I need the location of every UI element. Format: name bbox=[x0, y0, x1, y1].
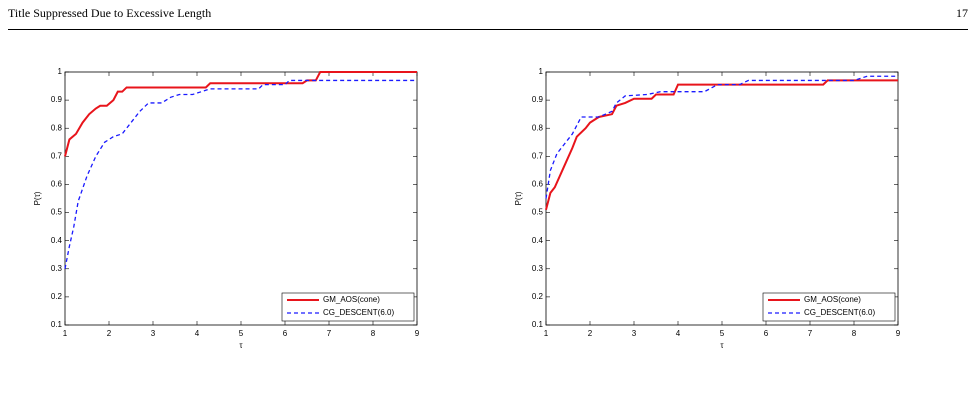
y-tick-label: 0.3 bbox=[51, 264, 63, 273]
y-tick-label: 0.8 bbox=[532, 123, 544, 132]
x-tick-label: 8 bbox=[852, 329, 857, 338]
y-tick-label: 0.4 bbox=[51, 236, 63, 245]
y-tick-label: 0.2 bbox=[532, 292, 544, 301]
x-tick-label: 3 bbox=[632, 329, 637, 338]
plot-area bbox=[545, 71, 899, 326]
legend-box bbox=[281, 292, 415, 322]
legend-label: CG_DESCENT(6.0) bbox=[804, 308, 875, 317]
y-tick-label: 0.9 bbox=[51, 95, 63, 104]
y-tick-label: 0.2 bbox=[51, 292, 63, 301]
legend-box bbox=[762, 292, 896, 322]
data-line bbox=[545, 75, 898, 199]
data-line bbox=[64, 79, 417, 269]
legend-label: CG_DESCENT(6.0) bbox=[323, 308, 394, 317]
y-tick-label: 0.6 bbox=[51, 180, 63, 189]
x-axis-label: τ bbox=[239, 341, 243, 350]
y-tick-label: 0.9 bbox=[532, 95, 544, 104]
x-tick-label: 6 bbox=[283, 329, 288, 338]
legend-label: GM_AOS(cone) bbox=[804, 295, 861, 304]
y-tick-label: 1 bbox=[58, 67, 63, 76]
y-tick-label: 0.6 bbox=[532, 180, 544, 189]
y-tick-label: 0.3 bbox=[532, 264, 544, 273]
x-tick-label: 6 bbox=[764, 329, 769, 338]
x-tick-label: 5 bbox=[720, 329, 725, 338]
y-tick-label: 0.1 bbox=[532, 320, 544, 329]
y-tick-label: 0.8 bbox=[51, 123, 63, 132]
x-axis-label: τ bbox=[720, 341, 724, 350]
y-tick-label: 1 bbox=[539, 67, 544, 76]
page-number: 17 bbox=[956, 6, 968, 20]
x-tick-label: 4 bbox=[195, 329, 200, 338]
y-axis-label: P(τ) bbox=[33, 191, 42, 205]
y-axis-label: P(τ) bbox=[514, 191, 523, 205]
data-line bbox=[545, 79, 898, 210]
y-tick-label: 0.4 bbox=[532, 236, 544, 245]
x-tick-label: 9 bbox=[415, 329, 420, 338]
x-tick-label: 2 bbox=[107, 329, 112, 338]
x-tick-label: 9 bbox=[896, 329, 901, 338]
x-tick-label: 3 bbox=[151, 329, 156, 338]
plot-area bbox=[64, 71, 418, 326]
x-tick-label: 8 bbox=[371, 329, 376, 338]
y-tick-label: 0.5 bbox=[532, 208, 544, 217]
y-tick-label: 0.7 bbox=[51, 151, 63, 160]
x-tick-label: 2 bbox=[588, 329, 593, 338]
x-tick-label: 4 bbox=[676, 329, 681, 338]
x-tick-label: 5 bbox=[239, 329, 244, 338]
x-tick-label: 7 bbox=[808, 329, 813, 338]
x-tick-label: 1 bbox=[544, 329, 549, 338]
running-title: Title Suppressed Due to Excessive Length bbox=[8, 6, 212, 20]
x-tick-label: 7 bbox=[327, 329, 332, 338]
x-tick-label: 1 bbox=[63, 329, 68, 338]
y-tick-label: 0.7 bbox=[532, 151, 544, 160]
y-tick-label: 0.5 bbox=[51, 208, 63, 217]
y-tick-label: 0.1 bbox=[51, 320, 63, 329]
legend-label: GM_AOS(cone) bbox=[323, 295, 380, 304]
header-rule bbox=[8, 29, 968, 30]
